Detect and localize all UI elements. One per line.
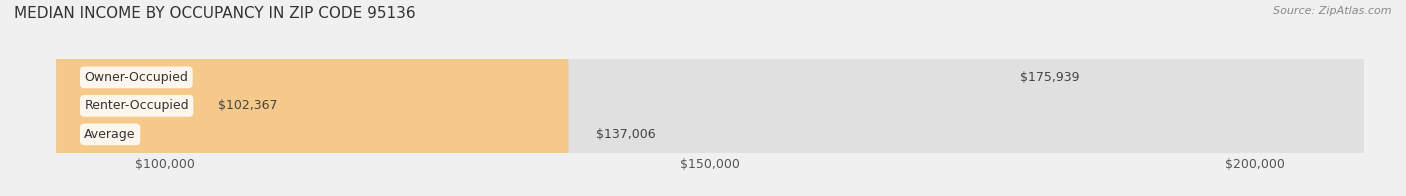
FancyBboxPatch shape bbox=[56, 0, 568, 196]
FancyBboxPatch shape bbox=[56, 0, 191, 196]
Text: Source: ZipAtlas.com: Source: ZipAtlas.com bbox=[1274, 6, 1392, 16]
Text: MEDIAN INCOME BY OCCUPANCY IN ZIP CODE 95136: MEDIAN INCOME BY OCCUPANCY IN ZIP CODE 9… bbox=[14, 6, 416, 21]
FancyBboxPatch shape bbox=[56, 0, 993, 196]
FancyBboxPatch shape bbox=[56, 0, 1364, 196]
Text: Renter-Occupied: Renter-Occupied bbox=[84, 99, 188, 112]
Text: $137,006: $137,006 bbox=[596, 128, 655, 141]
Text: Owner-Occupied: Owner-Occupied bbox=[84, 71, 188, 84]
Text: $102,367: $102,367 bbox=[218, 99, 278, 112]
Text: $175,939: $175,939 bbox=[1019, 71, 1080, 84]
Text: Average: Average bbox=[84, 128, 136, 141]
FancyBboxPatch shape bbox=[56, 0, 1364, 196]
FancyBboxPatch shape bbox=[56, 0, 1364, 196]
